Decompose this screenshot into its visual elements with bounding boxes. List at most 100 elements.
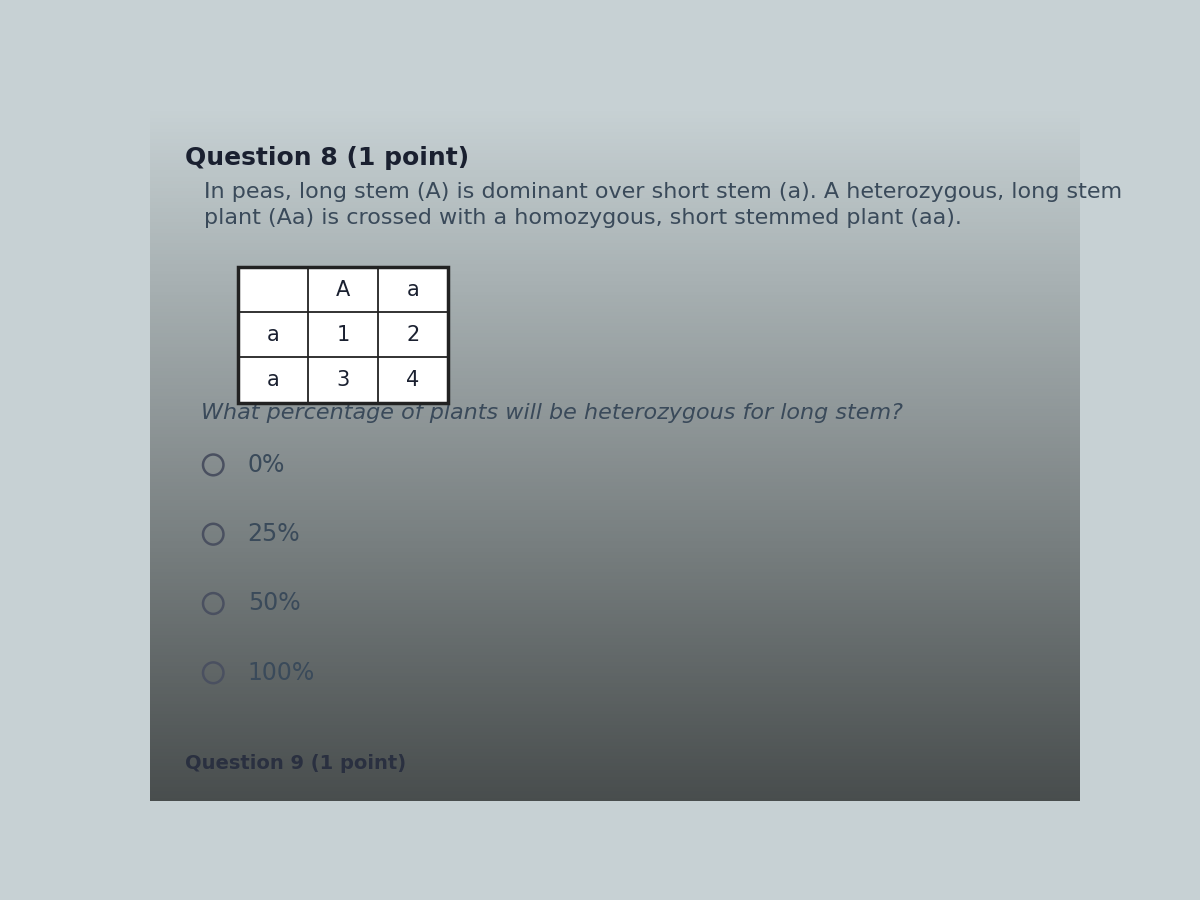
Text: 0%: 0% (247, 453, 286, 477)
Bar (150, 243, 1080, 247)
Bar (150, 465, 1080, 468)
Bar (150, 763, 1080, 766)
Bar (150, 490, 1080, 492)
Bar (150, 112, 1080, 115)
Bar (150, 479, 1080, 482)
Text: 3: 3 (336, 370, 349, 390)
Bar (150, 492, 1080, 496)
Bar (150, 590, 1080, 593)
Bar (150, 510, 1080, 513)
Bar (150, 707, 1080, 711)
Bar (150, 634, 1080, 638)
Bar (150, 454, 1080, 458)
Bar (150, 790, 1080, 794)
Bar (150, 337, 1080, 340)
Text: In peas, long stem (A) is dominant over short stem (a). A heterozygous, long ste: In peas, long stem (A) is dominant over … (204, 182, 1122, 202)
Bar (150, 115, 1080, 119)
Bar (150, 444, 1080, 447)
Bar (150, 451, 1080, 454)
Bar (150, 690, 1080, 694)
Bar (150, 427, 1080, 430)
Bar (150, 704, 1080, 707)
Bar (150, 541, 1080, 544)
Bar (150, 676, 1080, 680)
Bar (150, 316, 1080, 320)
Bar (150, 531, 1080, 535)
Bar (150, 496, 1080, 500)
Bar (150, 576, 1080, 580)
Bar (150, 582, 1080, 586)
Bar (150, 250, 1080, 254)
Bar (150, 458, 1080, 462)
Bar (150, 475, 1080, 479)
Bar (150, 638, 1080, 642)
Bar (150, 715, 1080, 718)
Bar (150, 732, 1080, 735)
Bar (150, 368, 1080, 372)
Bar (150, 503, 1080, 507)
Bar (150, 292, 1080, 295)
Text: 100%: 100% (247, 661, 314, 685)
Bar (150, 770, 1080, 773)
Bar (150, 724, 1080, 728)
Bar (150, 389, 1080, 392)
Bar (150, 413, 1080, 417)
Bar (150, 680, 1080, 683)
Bar (150, 233, 1080, 236)
Bar (150, 760, 1080, 763)
Bar (150, 312, 1080, 316)
Bar (150, 645, 1080, 649)
Bar (150, 718, 1080, 721)
Bar (150, 160, 1080, 164)
Bar (150, 323, 1080, 327)
Text: a: a (266, 370, 280, 390)
Bar (150, 430, 1080, 434)
Bar (150, 146, 1080, 149)
Bar (150, 423, 1080, 427)
Bar (150, 468, 1080, 472)
Bar (150, 230, 1080, 233)
Bar (150, 721, 1080, 725)
Bar (150, 752, 1080, 756)
Bar (150, 607, 1080, 610)
Bar (150, 271, 1080, 274)
Bar (150, 402, 1080, 406)
Bar (150, 166, 1080, 170)
Bar (150, 320, 1080, 323)
Bar (150, 628, 1080, 631)
Bar (150, 600, 1080, 604)
Bar (150, 756, 1080, 760)
Bar (150, 572, 1080, 576)
Bar (150, 170, 1080, 174)
Bar (150, 305, 1080, 309)
Bar (150, 122, 1080, 125)
Bar (150, 198, 1080, 202)
Bar (150, 649, 1080, 652)
Bar (150, 184, 1080, 188)
Text: 2: 2 (406, 325, 419, 345)
Bar (150, 191, 1080, 194)
Text: 25%: 25% (247, 522, 300, 546)
Bar (150, 777, 1080, 780)
Text: a: a (266, 325, 280, 345)
Bar (150, 226, 1080, 230)
Bar (150, 544, 1080, 548)
Bar (150, 604, 1080, 607)
Text: plant (Aa) is crossed with a homozygous, short stemmed plant (aa).: plant (Aa) is crossed with a homozygous,… (204, 209, 962, 229)
Text: What percentage of plants will be heterozygous for long stem?: What percentage of plants will be hetero… (202, 402, 904, 422)
Bar (150, 614, 1080, 617)
Bar (150, 374, 1080, 378)
Text: a: a (407, 280, 419, 300)
Bar (150, 222, 1080, 226)
Bar (150, 662, 1080, 666)
Bar (150, 773, 1080, 777)
Bar (150, 205, 1080, 209)
Bar (150, 215, 1080, 219)
Bar (150, 687, 1080, 690)
Bar (150, 548, 1080, 552)
Bar (150, 569, 1080, 572)
Bar (150, 399, 1080, 402)
Bar (150, 202, 1080, 205)
Bar (239, 267, 448, 402)
Text: 4: 4 (406, 370, 419, 390)
